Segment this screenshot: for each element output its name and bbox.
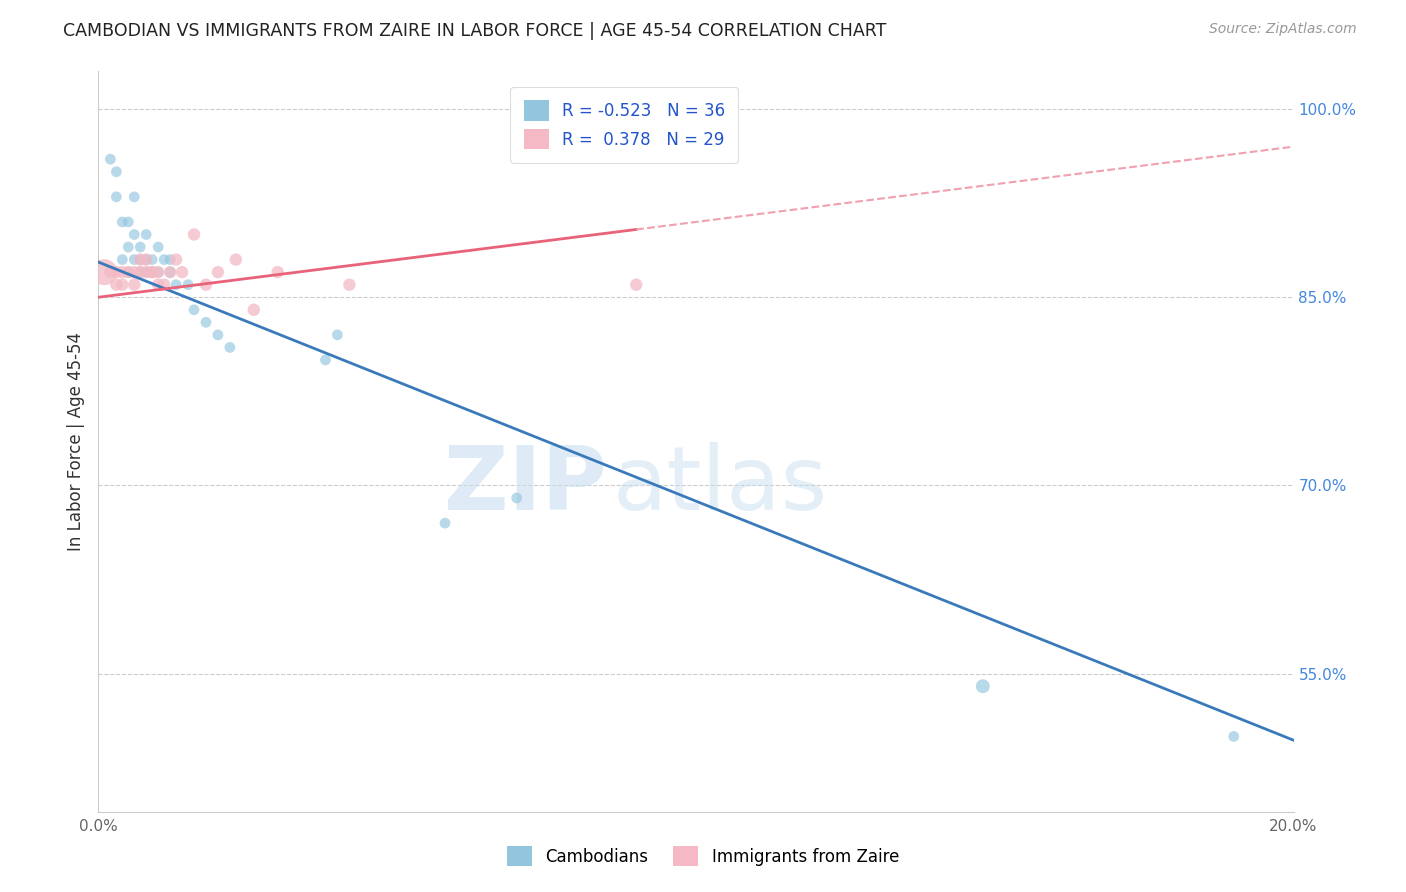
Point — [117, 265, 139, 279]
Point — [267, 265, 290, 279]
Point — [98, 265, 122, 279]
Point — [135, 252, 157, 267]
Point — [148, 265, 170, 279]
Point — [183, 302, 205, 317]
Point — [207, 327, 229, 342]
Text: CAMBODIAN VS IMMIGRANTS FROM ZAIRE IN LABOR FORCE | AGE 45-54 CORRELATION CHART: CAMBODIAN VS IMMIGRANTS FROM ZAIRE IN LA… — [63, 22, 887, 40]
Text: atlas: atlas — [613, 442, 828, 530]
Point — [129, 252, 152, 267]
Point — [148, 265, 170, 279]
Point — [315, 353, 337, 368]
Point — [135, 265, 157, 279]
Point — [135, 227, 157, 242]
Point — [124, 277, 146, 292]
Point — [98, 152, 122, 166]
Point — [117, 265, 139, 279]
Point — [159, 265, 181, 279]
Point — [626, 277, 648, 292]
Point — [159, 252, 181, 267]
Point — [172, 265, 194, 279]
Point — [117, 240, 139, 254]
Point — [111, 277, 134, 292]
Point — [129, 265, 152, 279]
Point — [506, 491, 529, 505]
Point — [105, 265, 128, 279]
Point — [219, 340, 242, 354]
Point — [124, 227, 146, 242]
Point — [225, 252, 247, 267]
Point — [153, 252, 176, 267]
Point — [153, 277, 176, 292]
Point — [124, 190, 146, 204]
Point — [972, 679, 994, 693]
Y-axis label: In Labor Force | Age 45-54: In Labor Force | Age 45-54 — [66, 332, 84, 551]
Point — [129, 252, 152, 267]
Point — [105, 165, 128, 179]
Point — [148, 277, 170, 292]
Point — [129, 265, 152, 279]
Point — [183, 227, 205, 242]
Point — [165, 277, 187, 292]
Point — [124, 252, 146, 267]
Point — [207, 265, 229, 279]
Point — [141, 265, 163, 279]
Point — [111, 215, 134, 229]
Point — [105, 190, 128, 204]
Point — [195, 277, 218, 292]
Point — [141, 265, 163, 279]
Point — [165, 252, 187, 267]
Point — [93, 265, 115, 279]
Point — [339, 277, 361, 292]
Point — [135, 252, 157, 267]
Legend: R = -0.523   N = 36, R =  0.378   N = 29: R = -0.523 N = 36, R = 0.378 N = 29 — [510, 87, 738, 162]
Point — [326, 327, 349, 342]
Point — [177, 277, 200, 292]
Point — [148, 240, 170, 254]
Point — [141, 265, 163, 279]
Point — [141, 252, 163, 267]
Point — [111, 252, 134, 267]
Legend: Cambodians, Immigrants from Zaire: Cambodians, Immigrants from Zaire — [499, 838, 907, 875]
Point — [243, 302, 266, 317]
Text: ZIP: ZIP — [443, 442, 606, 530]
Point — [195, 315, 218, 329]
Point — [117, 215, 139, 229]
Point — [124, 265, 146, 279]
Point — [434, 516, 457, 530]
Text: Source: ZipAtlas.com: Source: ZipAtlas.com — [1209, 22, 1357, 37]
Point — [1223, 730, 1246, 744]
Point — [159, 265, 181, 279]
Point — [129, 240, 152, 254]
Point — [135, 265, 157, 279]
Point — [105, 277, 128, 292]
Point — [111, 265, 134, 279]
